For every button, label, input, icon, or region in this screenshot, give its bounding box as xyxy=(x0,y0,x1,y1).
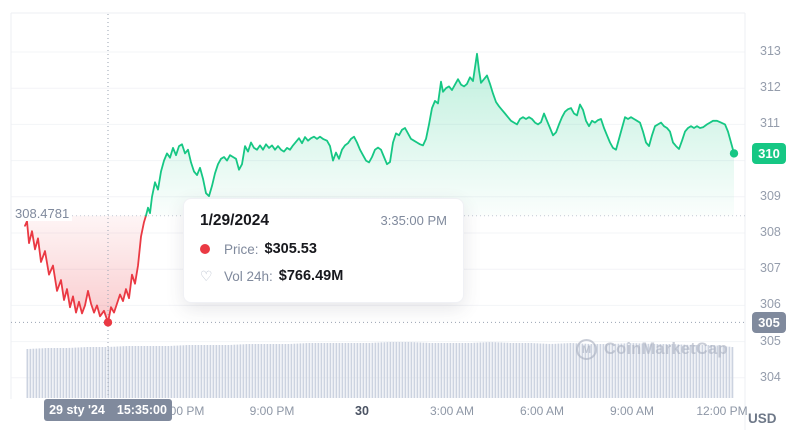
hover-date: 29 sty '24 xyxy=(49,403,105,417)
watermark-text: CoinMarketCap xyxy=(604,340,728,358)
x-axis-tick: 9:00 PM xyxy=(249,404,295,418)
volume-heart-icon: ♡ xyxy=(200,268,213,284)
price-value: $305.53 xyxy=(264,241,317,257)
y-axis-tick: 313 xyxy=(760,44,781,58)
tooltip-volume-row: ♡ Vol 24h: $766.49M xyxy=(200,268,447,284)
price-label: Price: xyxy=(224,241,259,257)
y-axis-tick: 305 xyxy=(760,333,781,348)
x-axis-tick: 9:00 AM xyxy=(609,404,655,418)
hover-time-badge: 29 sty '24 15:35:00 xyxy=(44,399,172,421)
currency-label: USD xyxy=(748,411,777,426)
x-axis-tick: 3:00 AM xyxy=(429,404,475,418)
x-axis-tick: 6:00 AM xyxy=(519,404,565,418)
x-axis-tick: 12:00 PM xyxy=(696,404,748,418)
y-axis-tick: 308 xyxy=(760,225,781,239)
coinmarketcap-watermark: M CoinMarketCap xyxy=(576,339,728,360)
price-bullet-icon xyxy=(200,244,210,254)
chart-tooltip: 1/29/2024 3:35:00 PM Price: $305.53 ♡ Vo… xyxy=(183,198,464,303)
reference-price-label: 308.4781 xyxy=(15,206,73,221)
y-axis-tick: 309 xyxy=(760,188,781,203)
hover-time: 15:35:00 xyxy=(116,403,167,417)
y-axis-tick: 307 xyxy=(760,261,781,276)
y-axis-tick: 304 xyxy=(760,369,781,384)
current-price-badge: 310 xyxy=(752,142,786,164)
y-axis-tick: 306 xyxy=(760,297,781,312)
tooltip-price-row: Price: $305.53 xyxy=(200,241,447,257)
hover-price-badge: 305 xyxy=(752,311,786,333)
y-axis-tick: 312 xyxy=(760,80,781,95)
y-axis-tick: 311 xyxy=(760,116,780,131)
coinmarketcap-logo-icon: M xyxy=(576,339,597,360)
volume-value: $766.49M xyxy=(278,268,344,284)
x-axis-tick: 30 xyxy=(355,404,369,418)
tooltip-date: 1/29/2024 xyxy=(200,212,269,229)
tooltip-time: 3:35:00 PM xyxy=(380,213,448,228)
volume-label: Vol 24h: xyxy=(224,268,273,284)
